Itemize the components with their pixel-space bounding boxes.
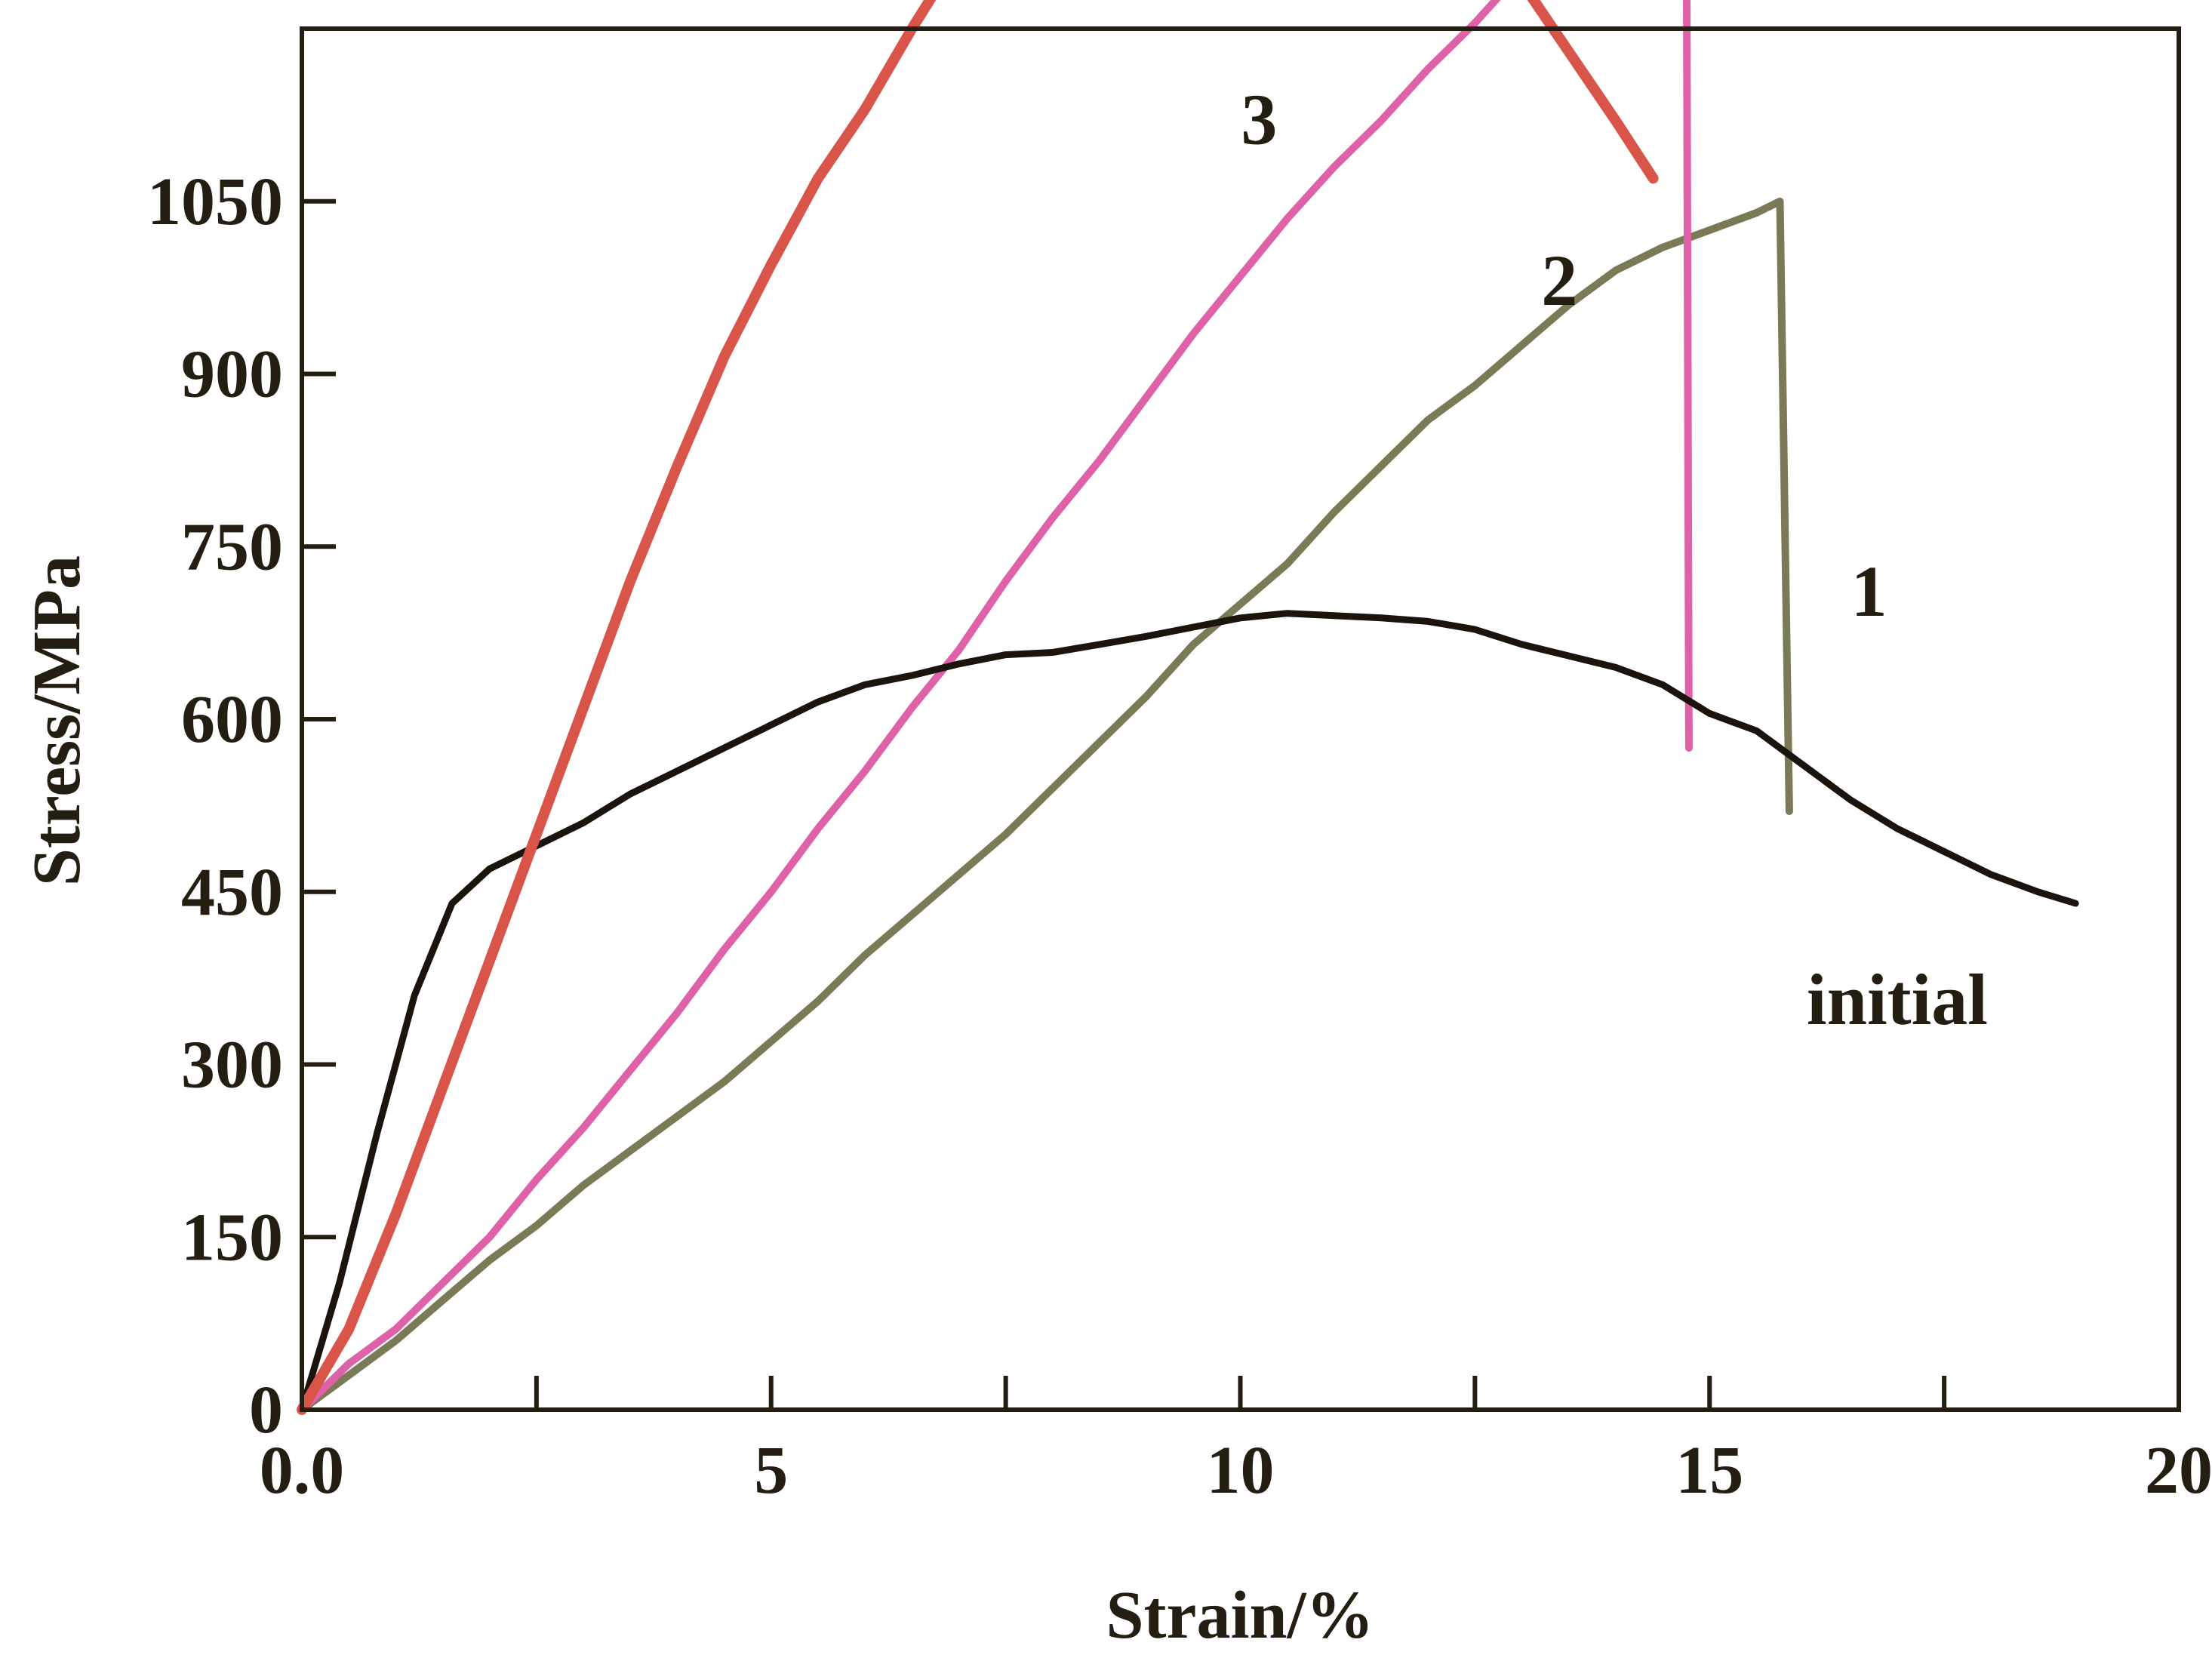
- x-tick-label: 10: [1207, 1433, 1275, 1508]
- series-label-2: 2: [1541, 240, 1577, 321]
- y-tick-label: 150: [181, 1200, 283, 1275]
- series-layer: [297, 0, 2079, 1415]
- y-tick-label: 0: [249, 1373, 283, 1447]
- y-axis-title: Stress/MPa: [20, 555, 94, 886]
- x-axis-title: Strain/%: [1106, 1578, 1374, 1653]
- y-tick-label: 600: [181, 682, 283, 757]
- x-tick-label: 5: [754, 1433, 788, 1508]
- series-label-1: 1: [1851, 551, 1887, 632]
- series-line-initial: [298, 610, 2079, 1414]
- tick-layer: [300, 198, 2181, 1412]
- series-line-2: [298, 0, 1693, 1414]
- series-label-layer: initial 1 2 3: [1241, 79, 1988, 1041]
- series-label-initial: initial: [1807, 959, 1988, 1040]
- y-tick-label: 750: [181, 509, 283, 584]
- y-tick-label: 300: [181, 1028, 283, 1103]
- tick-label-layer: 0.0 5 10 15 20 0 150 300 450 600 750 900 1050: [147, 165, 2212, 1508]
- series-line-1: [298, 197, 1793, 1414]
- y-tick-label: 900: [181, 337, 283, 412]
- y-tick-label: 450: [181, 855, 283, 930]
- series-line-3: [297, 0, 1659, 1415]
- x-tick-label: 20: [2145, 1433, 2212, 1508]
- series-label-3: 3: [1241, 79, 1277, 160]
- x-tick-label: 15: [1675, 1433, 1743, 1508]
- x-tick-label: 0.0: [260, 1433, 345, 1508]
- y-tick-label: 1050: [147, 165, 283, 239]
